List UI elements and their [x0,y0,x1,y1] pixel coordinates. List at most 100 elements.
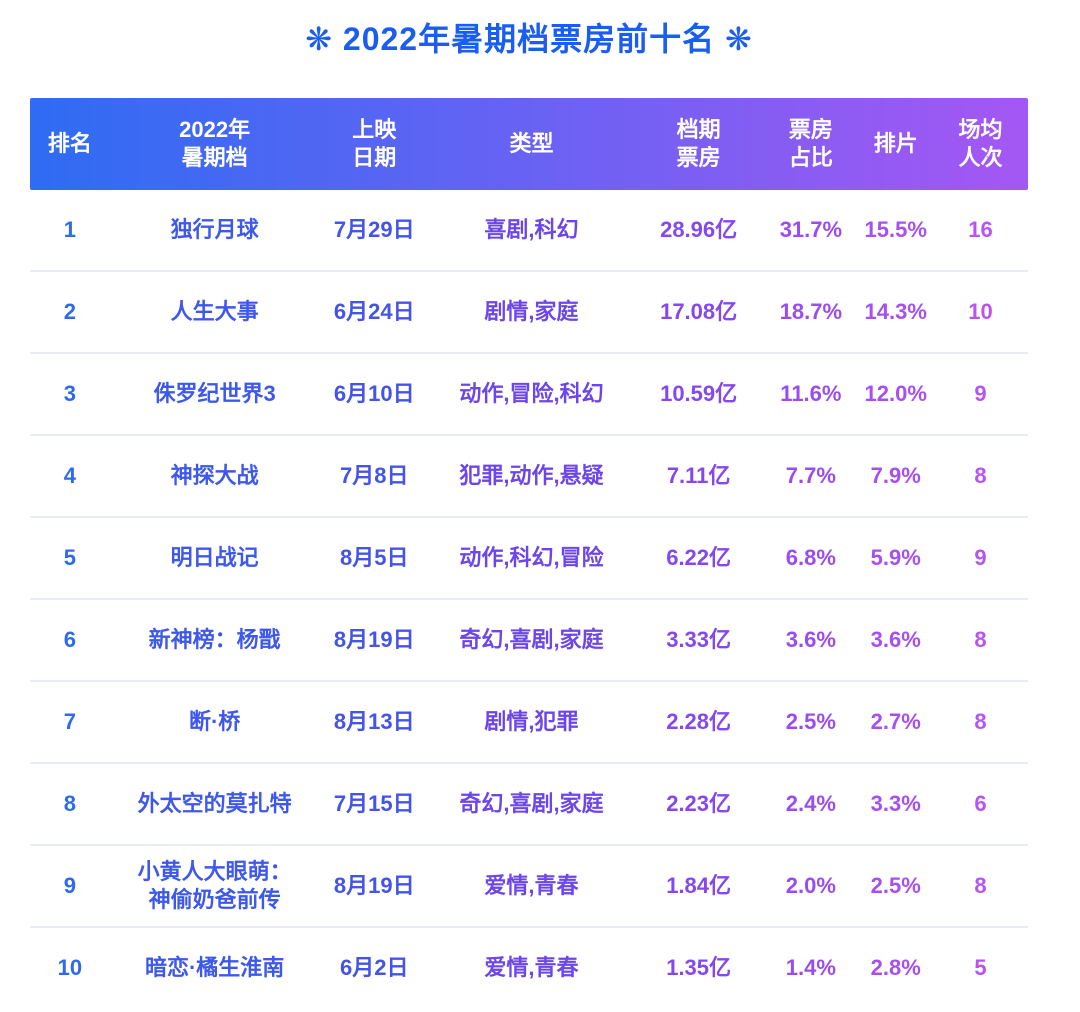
cell-rank: 3 [63,381,77,406]
cell-box-office: 2.23亿 [666,791,732,816]
cell-box-office: 17.08亿 [660,299,738,324]
cell-avg-attendance: 10 [968,299,993,324]
cell-box-office-share: 3.6% [785,627,836,652]
header-cell-avg-attendance: 场均 人次 [958,117,1003,170]
cell-rank: 9 [63,873,77,898]
cell-box-office: 1.84亿 [666,873,732,898]
summer-box-office-table: 排名 2022年 暑期档 上映 日期 类型 档期 票房 票房 占比 排片 场均 … [30,98,1028,1008]
cell-rank: 5 [63,545,77,570]
cell-genres: 奇幻,喜剧,家庭 [459,627,604,652]
cell-rank: 1 [63,217,77,242]
cell-release-date: 6月10日 [333,381,415,406]
cell-box-office-share: 31.7% [779,217,843,242]
cell-release-date: 7月29日 [333,217,415,242]
cell-movie-title: 神探大战 [170,463,259,488]
table-body: 1 独行月球 7月29日 喜剧,科幻 28.96亿 31.7% 15.5% 16… [30,190,1028,1008]
cell-release-date: 8月19日 [333,627,415,652]
cell-avg-attendance: 6 [974,791,987,816]
cell-box-office: 28.96亿 [660,217,738,242]
cell-box-office-share: 18.7% [779,299,843,324]
cell-movie-title: 暗恋·橘生淮南 [144,955,285,980]
cell-screening-share: 3.3% [870,791,921,816]
cell-box-office-share: 2.5% [785,709,836,734]
header-cell-screening-share: 排片 [873,131,918,156]
cell-box-office-share: 7.7% [785,463,836,488]
cell-genres: 动作,科幻,冒险 [459,545,604,570]
cell-movie-title: 新神榜：杨戬 [148,627,281,652]
cell-genres: 动作,冒险,科幻 [459,381,604,406]
cell-genres: 爱情,青春 [484,955,579,980]
header-cell-genres: 类型 [509,131,554,156]
table-row: 5 明日战记 8月5日 动作,科幻,冒险 6.22亿 6.8% 5.9% 9 [30,518,1028,600]
table-header: 排名 2022年 暑期档 上映 日期 类型 档期 票房 票房 占比 排片 场均 … [30,98,1028,190]
cell-avg-attendance: 16 [968,217,993,242]
cell-screening-share: 7.9% [870,463,921,488]
cell-box-office: 3.33亿 [666,627,732,652]
cell-box-office-share: 2.4% [785,791,836,816]
cell-box-office-share: 2.0% [785,873,836,898]
cell-screening-share: 2.7% [870,709,921,734]
cell-movie-title: 人生大事 [170,299,259,324]
cell-genres: 剧情,家庭 [484,299,579,324]
cell-avg-attendance: 8 [974,627,987,652]
cell-movie-title: 侏罗纪世界3 [153,381,276,406]
cell-release-date: 8月13日 [333,709,415,734]
cell-avg-attendance: 5 [974,955,987,980]
cell-release-date: 7月8日 [340,463,409,488]
page-title: ❋ 2022年暑期档票房前十名 ❋ [305,21,753,57]
cell-screening-share: 12.0% [864,381,927,406]
table-row: 6 新神榜：杨戬 8月19日 奇幻,喜剧,家庭 3.33亿 3.6% 3.6% … [30,600,1028,682]
table-row: 4 神探大战 7月8日 犯罪,动作,悬疑 7.11亿 7.7% 7.9% 8 [30,436,1028,518]
cell-rank: 4 [63,463,77,488]
cell-box-office-share: 1.4% [785,955,836,980]
header-cell-box-office: 档期 票房 [676,117,721,170]
table-row: 9 小黄人大眼萌： 神偷奶爸前传 8月19日 爱情,青春 1.84亿 2.0% … [30,846,1028,928]
cell-avg-attendance: 8 [974,709,987,734]
table-row: 3 侏罗纪世界3 6月10日 动作,冒险,科幻 10.59亿 11.6% 12.… [30,354,1028,436]
cell-rank: 6 [63,627,77,652]
cell-release-date: 7月15日 [333,791,415,816]
cell-movie-title: 小黄人大眼萌： 神偷奶爸前传 [137,859,292,912]
cell-genres: 喜剧,科幻 [484,217,579,242]
cell-rank: 7 [63,709,77,734]
cell-box-office-share: 11.6% [780,381,842,406]
cell-screening-share: 15.5% [864,217,927,242]
cell-avg-attendance: 8 [974,463,987,488]
header-cell-movie-title: 2022年 暑期档 [179,117,251,170]
cell-screening-share: 2.5% [870,873,921,898]
header-cell-box-office-share: 票房 占比 [788,117,833,170]
cell-genres: 爱情,青春 [484,873,579,898]
table-row: 7 断·桥 8月13日 剧情,犯罪 2.28亿 2.5% 2.7% 8 [30,682,1028,764]
cell-release-date: 8月19日 [333,873,415,898]
cell-box-office: 6.22亿 [666,545,732,570]
cell-box-office: 2.28亿 [666,709,732,734]
cell-screening-share: 2.8% [870,955,921,980]
cell-movie-title: 外太空的莫扎特 [137,791,292,816]
cell-box-office: 10.59亿 [660,381,738,406]
cell-box-office: 1.35亿 [666,955,732,980]
cell-box-office-share: 6.8% [785,545,836,570]
cell-release-date: 6月2日 [340,955,409,980]
cell-screening-share: 3.6% [870,627,921,652]
cell-avg-attendance: 8 [974,873,987,898]
cell-screening-share: 14.3% [864,299,927,324]
cell-avg-attendance: 9 [974,381,987,406]
table-row: 8 外太空的莫扎特 7月15日 奇幻,喜剧,家庭 2.23亿 2.4% 3.3%… [30,764,1028,846]
header-cell-release-date: 上映 日期 [352,117,397,170]
cell-avg-attendance: 9 [974,545,987,570]
cell-rank: 8 [63,791,77,816]
cell-box-office: 7.11亿 [666,463,731,488]
table-row: 1 独行月球 7月29日 喜剧,科幻 28.96亿 31.7% 15.5% 16 [30,190,1028,272]
cell-genres: 犯罪,动作,悬疑 [459,463,604,488]
table-row: 2 人生大事 6月24日 剧情,家庭 17.08亿 18.7% 14.3% 10 [30,272,1028,354]
cell-release-date: 8月5日 [340,545,409,570]
cell-rank: 10 [57,955,83,980]
cell-movie-title: 独行月球 [170,217,259,242]
cell-genres: 奇幻,喜剧,家庭 [459,791,604,816]
cell-release-date: 6月24日 [333,299,415,324]
cell-screening-share: 5.9% [870,545,921,570]
cell-genres: 剧情,犯罪 [484,709,579,734]
header-cell-rank: 排名 [47,131,92,156]
cell-rank: 2 [63,299,77,324]
